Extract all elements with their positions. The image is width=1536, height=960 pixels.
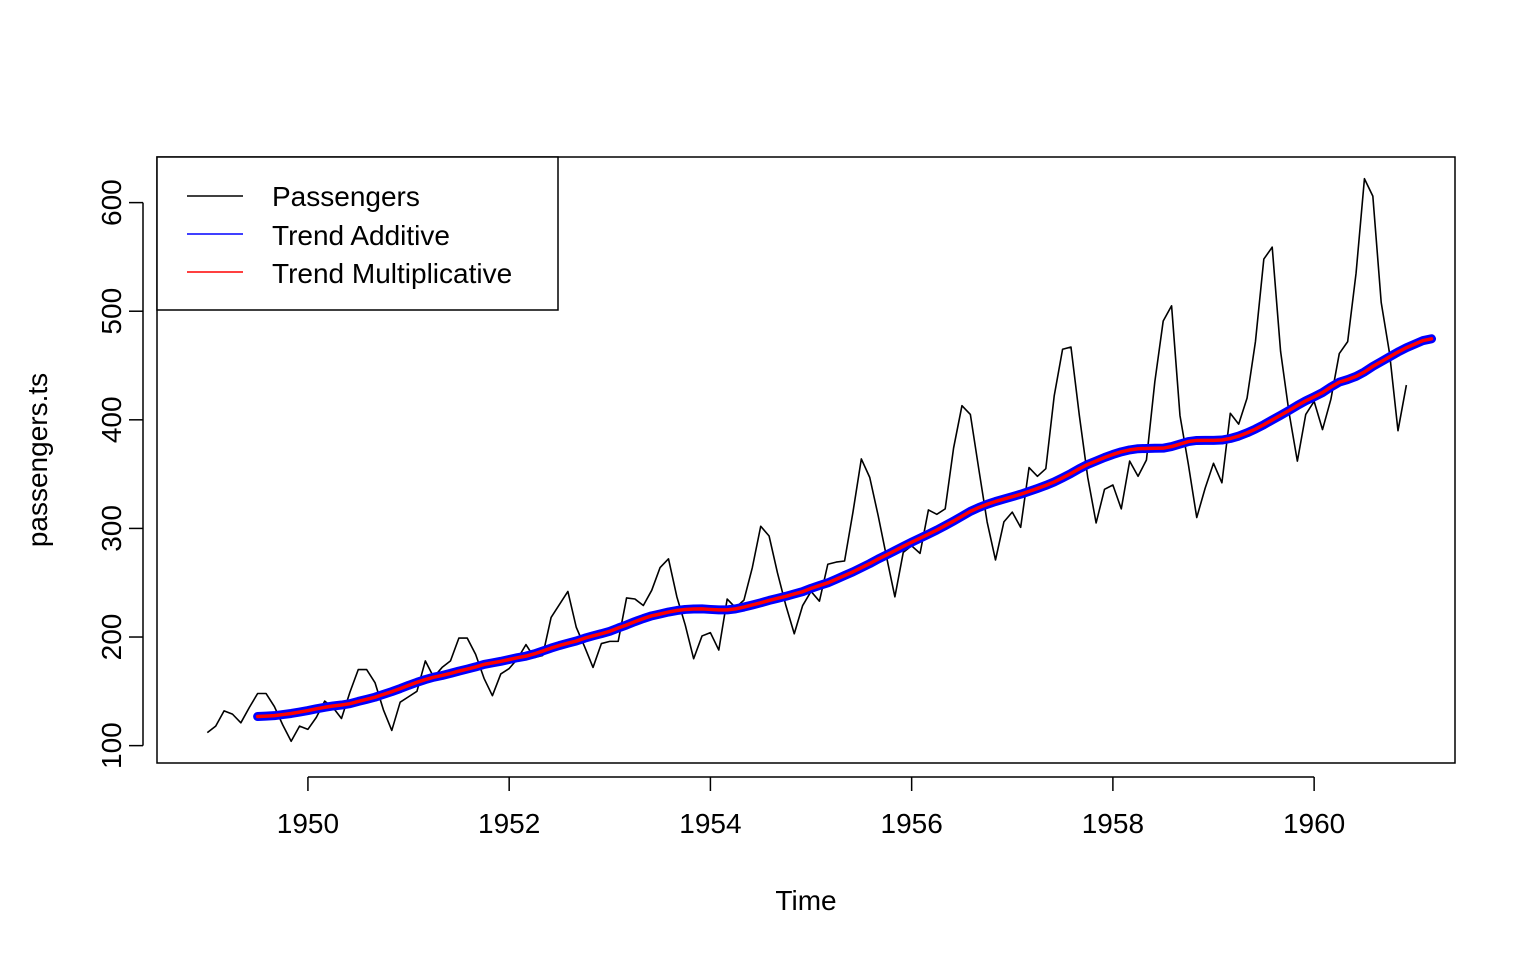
y-tick-label-500: 500 [96, 288, 127, 335]
legend-label-trend-additive: Trend Additive [272, 220, 450, 251]
y-tick-label-600: 600 [96, 179, 127, 226]
y-tick-label-400: 400 [96, 396, 127, 443]
x-tick-label-1956: 1956 [881, 808, 943, 839]
y-tick-label-100: 100 [96, 722, 127, 769]
plot-frame [156, 156, 1456, 764]
legend-label-passengers: Passengers [272, 181, 420, 212]
legend-label-trend-multiplicative: Trend Multiplicative [272, 258, 512, 289]
series-trend-multiplicative-line [255, 337, 1434, 719]
y-tick-label-200: 200 [96, 614, 127, 661]
x-tick-label-1960: 1960 [1283, 808, 1345, 839]
series-layer [206, 177, 1437, 743]
y-axis: 100 200 300 400 500 600 [96, 179, 144, 769]
x-axis: 1950 1952 1954 1956 1958 1960 [277, 776, 1345, 839]
x-axis-label: Time [775, 885, 836, 916]
x-tick-label-1950: 1950 [277, 808, 339, 839]
y-axis-label: passengers.ts [22, 373, 53, 547]
series-passengers-line [206, 177, 1408, 743]
x-tick-label-1958: 1958 [1082, 808, 1144, 839]
y-tick-label-300: 300 [96, 505, 127, 552]
series-trend-additive-line [253, 334, 1437, 722]
x-tick-label-1952: 1952 [478, 808, 540, 839]
legend: Passengers Trend Additive Trend Multipli… [156, 156, 559, 311]
x-tick-label-1954: 1954 [679, 808, 741, 839]
